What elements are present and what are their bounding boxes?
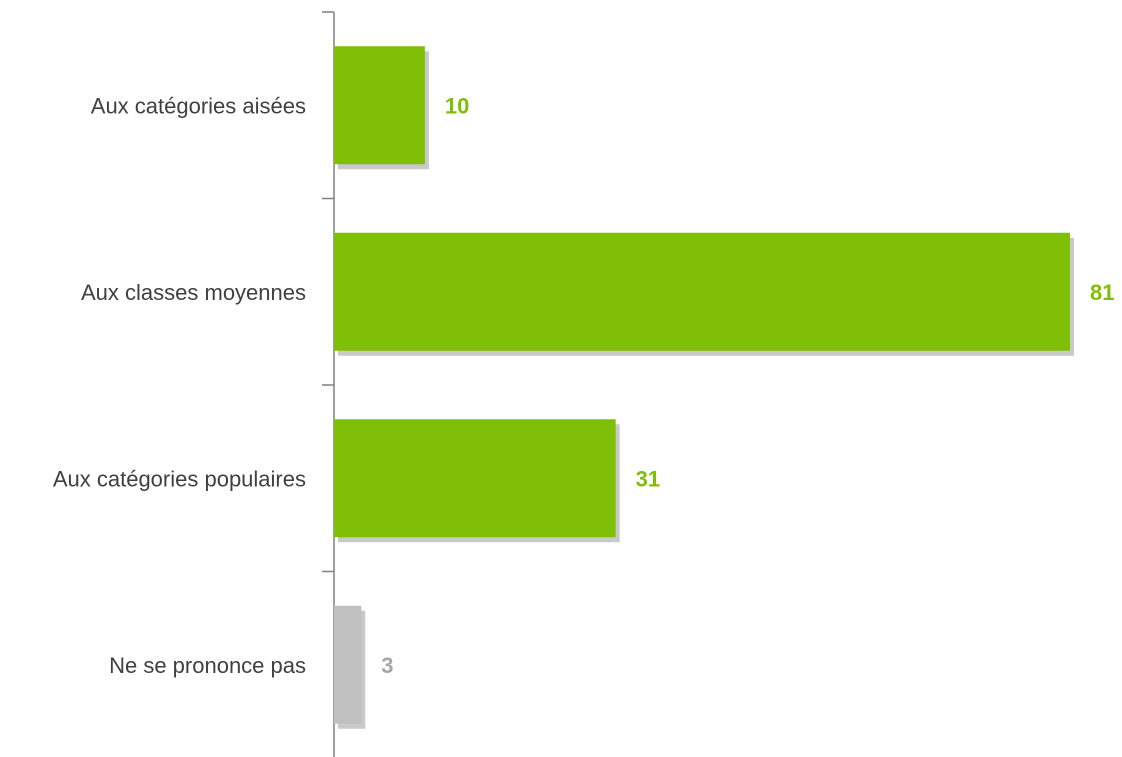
category-label: Ne se prononce pas bbox=[109, 653, 306, 678]
value-label: 10 bbox=[445, 93, 469, 118]
bar-0 bbox=[334, 46, 425, 165]
category-label: Aux classes moyennes bbox=[81, 280, 306, 305]
value-label: 31 bbox=[636, 466, 660, 491]
category-label: Aux catégories populaires bbox=[53, 466, 306, 491]
value-label: 81 bbox=[1090, 280, 1114, 305]
bar-1 bbox=[334, 232, 1070, 351]
bar-3 bbox=[334, 605, 362, 724]
category-label: Aux catégories aisées bbox=[91, 93, 306, 118]
value-label: 3 bbox=[381, 653, 393, 678]
bar-2 bbox=[334, 419, 616, 538]
